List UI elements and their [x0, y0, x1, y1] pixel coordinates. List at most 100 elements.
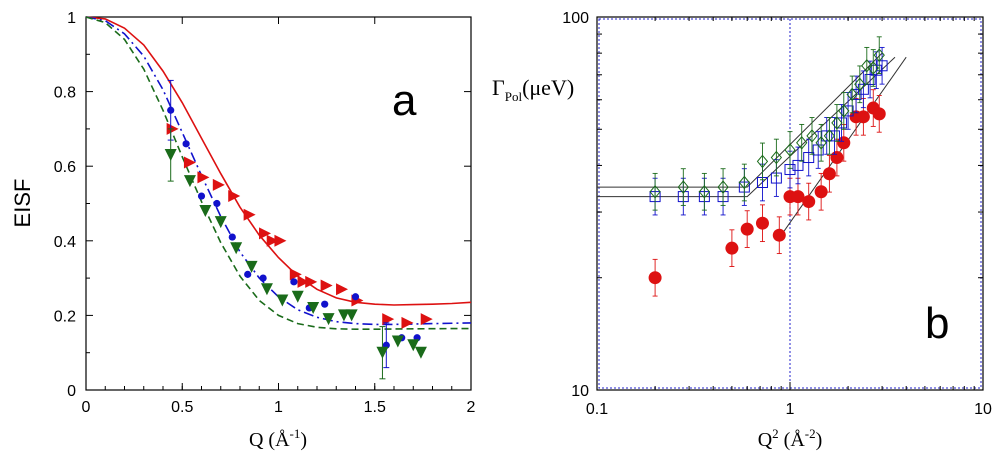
- panel-b-data-point: [649, 184, 661, 199]
- panel-b-data-point: [823, 129, 836, 143]
- panel-b-data-point: [772, 228, 786, 242]
- panel-a-data-point: [345, 309, 358, 322]
- panel-b-data-point: [784, 143, 796, 157]
- panel-a-data-point: [337, 309, 350, 322]
- panel-a-data-point: [414, 346, 427, 359]
- panel-b-xlabel: Q2 (Å-2): [758, 426, 823, 451]
- panel-a-data-point: [297, 275, 310, 288]
- panel-b-ylabel-main: Γ: [492, 75, 505, 100]
- panel-b-data-point: [815, 136, 827, 150]
- panel-b-data-point: [717, 180, 729, 194]
- panel-b-data-point: [740, 222, 754, 236]
- panel-a-label: a: [392, 76, 417, 125]
- panel-b-xlabel-mid: (Å: [779, 429, 806, 451]
- panel-a-fit-curve: [85, 16, 472, 330]
- panel-b-data-point: [838, 104, 850, 118]
- panel-a-y-tick-label: 0.2: [54, 308, 76, 325]
- panel-a-ticks: 0 0.5 1 1.5 2 0 0.2 0.4 0.6 0.8 1: [54, 10, 476, 416]
- panel-a-fit-curve: [85, 16, 472, 326]
- panel-b-data-point: [872, 107, 886, 121]
- panel-a-points: [164, 79, 433, 380]
- panel-a-y-tick-label: 0: [67, 383, 76, 400]
- panel-a-data-point: [230, 242, 243, 255]
- panel-a-data-point: [183, 156, 196, 169]
- panel-b-data-point: [756, 154, 769, 169]
- panel-b-data-point: [831, 116, 843, 130]
- panel-a-xlabel-sup: -1: [290, 426, 301, 441]
- panel-a-y-tick-label: 0.4: [54, 234, 76, 251]
- panel-b-data-point: [806, 129, 818, 143]
- panel-b-x-tick-label: 10: [974, 401, 992, 418]
- panel-a-data-point: [197, 192, 206, 200]
- panel-b-data-point: [822, 167, 836, 181]
- panel-a-data-point: [322, 313, 335, 326]
- panel-a-data-point: [391, 335, 404, 348]
- panel-a-data-point: [407, 339, 420, 352]
- panel-b-xlabel-end: ): [816, 429, 823, 451]
- panel-b-ylabel-end: (μeV): [522, 75, 574, 100]
- panel-a-data-point: [214, 216, 227, 229]
- panel-a-data-point: [336, 283, 349, 296]
- panel-a-frame: [85, 16, 472, 391]
- panel-a-data-point: [289, 268, 302, 281]
- panel-a-x-tick-label: 0.5: [171, 399, 193, 416]
- panel-a-xlabel: Q (Å-1): [249, 426, 307, 451]
- panel-b-fit-line: [597, 52, 883, 188]
- panel-b-data-point: [867, 61, 879, 75]
- panel-b-ylabel-sub: Pol: [505, 89, 523, 104]
- panel-b-xlabel-sup2: -2: [805, 426, 816, 441]
- panel-b-data-point: [856, 110, 870, 124]
- panel-b-data-point: [821, 130, 833, 142]
- panel-b-label: b: [925, 299, 949, 348]
- panel-b-x-tick-label: 1: [786, 401, 795, 418]
- panel-a-data-point: [376, 346, 389, 359]
- panel-b-data-point: [802, 195, 816, 209]
- panel-b-data-point: [677, 180, 689, 194]
- panel-b-data-point: [873, 48, 885, 62]
- panel-b-data-point: [846, 87, 858, 102]
- panel-a-data-point: [259, 274, 267, 282]
- panel-a-ylabel: EISF: [10, 179, 35, 228]
- panel-b-data-point: [830, 151, 844, 165]
- panel-a-data-point: [228, 233, 236, 241]
- panel-a-data-point: [382, 313, 395, 326]
- panel-b-data-point: [755, 216, 769, 230]
- panel-b-data-point: [792, 159, 804, 171]
- panel-a: 0 0.5 1 1.5 2 0 0.2 0.4 0.6 0.8 1 a EISF Q (Å-1): [10, 10, 476, 451]
- panel-a-data-point: [259, 227, 272, 240]
- panel-b-data-point: [738, 175, 750, 190]
- panel-a-x-tick-label: 1.5: [364, 399, 386, 416]
- panel-b-data-point: [864, 73, 876, 85]
- panel-a-data-point: [167, 106, 175, 114]
- panel-a-data-point: [164, 149, 177, 162]
- panel-a-data-point: [320, 279, 333, 292]
- panel-b: 0.1 1 10 10 100 b ΓPol(μeV) Q2 (Å-2): [492, 10, 992, 451]
- panel-a-data-point: [266, 234, 279, 247]
- panel-a-data-point: [212, 178, 225, 191]
- panel-a-data-point: [307, 301, 320, 314]
- panel-a-data-point: [245, 260, 258, 273]
- panel-b-data-point: [876, 60, 888, 72]
- panel-b-fit-line: [597, 56, 896, 198]
- panel-a-data-point: [197, 171, 210, 184]
- panel-b-y-tick-label: 100: [562, 10, 589, 27]
- panel-a-fit-curve: [85, 16, 472, 306]
- panel-a-x-tick-label: 0: [82, 399, 91, 416]
- panel-a-data-point: [276, 294, 289, 307]
- panel-b-data-point: [861, 58, 873, 73]
- panel-a-data-point: [244, 270, 252, 278]
- panel-a-data-point: [274, 234, 287, 247]
- panel-a-data-point: [243, 208, 256, 221]
- panel-b-data-point: [837, 136, 851, 150]
- panel-b-xlabel-main: Q: [758, 429, 773, 451]
- panel-b-data-point: [842, 105, 854, 117]
- panel-b-points: [648, 36, 888, 297]
- panel-b-ylabel: ΓPol(μeV): [492, 75, 574, 104]
- panel-a-y-tick-label: 1: [67, 10, 76, 27]
- panel-b-ticks: 0.1 1 10 10 100: [562, 10, 992, 418]
- panel-b-xlabel-sup: 2: [772, 426, 779, 441]
- panel-b-x-tick-label: 0.1: [586, 401, 608, 418]
- panel-a-curves: [85, 16, 472, 330]
- panel-a-data-point: [182, 140, 190, 148]
- panel-a-y-tick-label: 0.8: [54, 85, 76, 102]
